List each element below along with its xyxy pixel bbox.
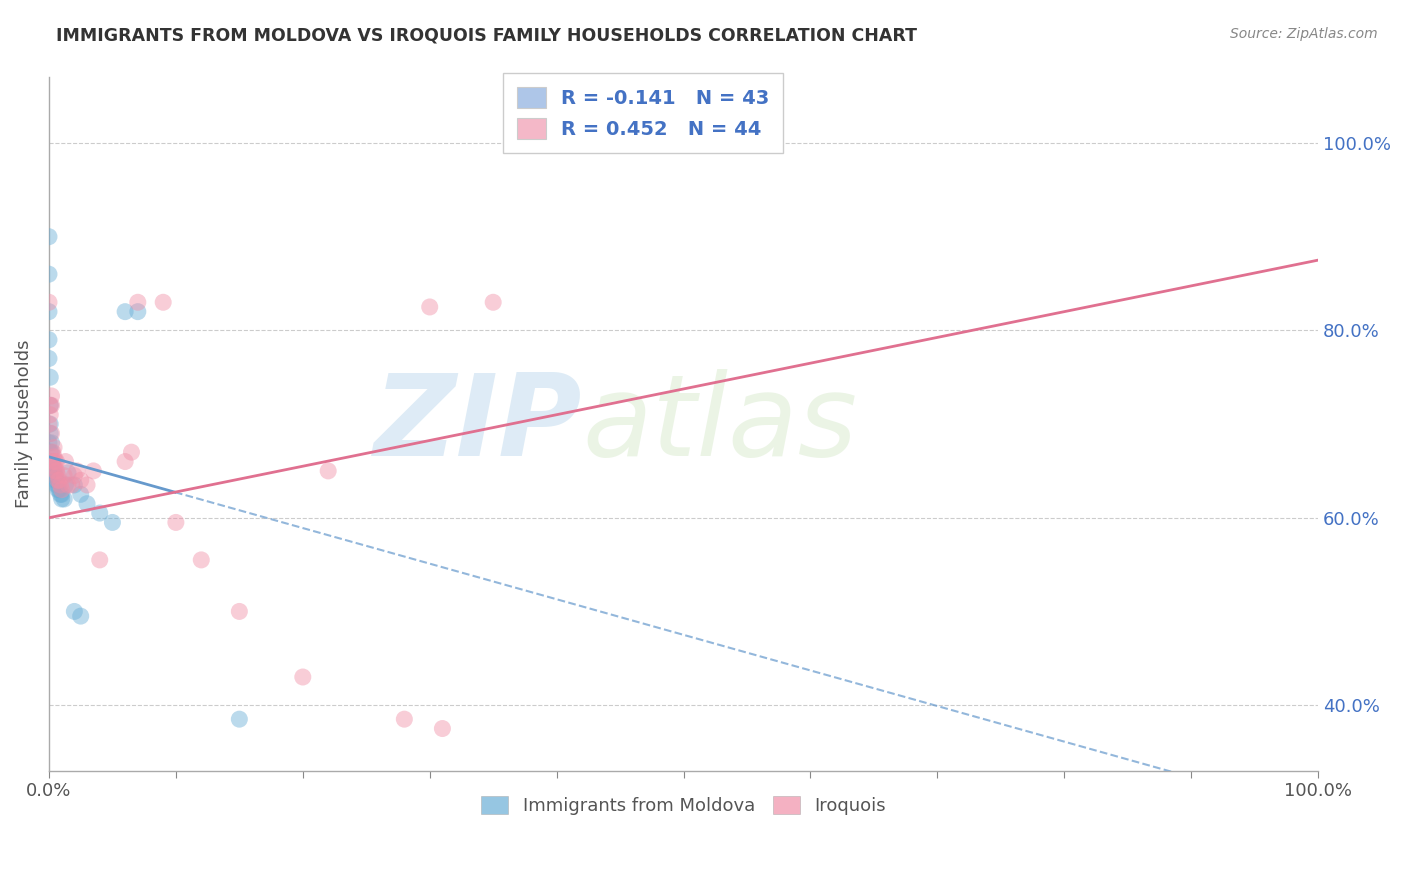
Point (45, 454, 67, 468)
Point (89, 553, 111, 567)
Point (42, 459, 65, 474)
Text: Source: ZipAtlas.com: Source: ZipAtlas.com (1230, 27, 1378, 41)
Point (56, 466, 79, 480)
Point (39, 426, 62, 441)
Legend: Immigrants from Moldova, Iroquois: Immigrants from Moldova, Iroquois (472, 787, 896, 824)
Point (46, 483, 69, 497)
Point (42, 468, 65, 483)
Point (51, 487, 73, 501)
Point (394, 712, 416, 726)
Point (419, 300, 441, 314)
Point (55, 478, 77, 492)
Point (46, 478, 69, 492)
Text: IMMIGRANTS FROM MOLDOVA VS IROQUOIS FAMILY HOUSEHOLDS CORRELATION CHART: IMMIGRANTS FROM MOLDOVA VS IROQUOIS FAMI… (56, 27, 917, 45)
Point (101, 516, 124, 530)
Point (89, 506, 111, 520)
Point (76, 478, 98, 492)
Point (60, 478, 83, 492)
Point (69, 473, 91, 487)
Point (42, 454, 65, 468)
Point (42, 445, 65, 459)
Point (44, 473, 66, 487)
Text: ZIP: ZIP (374, 368, 582, 480)
Point (39, 417, 62, 431)
Point (63, 604, 86, 618)
Point (41, 454, 63, 468)
Point (38, 229, 60, 244)
Point (48, 473, 70, 487)
Point (39, 370, 62, 384)
Point (49, 487, 72, 501)
Point (121, 445, 143, 459)
Point (53, 468, 76, 483)
Point (53, 491, 76, 506)
Point (190, 553, 212, 567)
Point (41, 445, 63, 459)
Point (48, 483, 70, 497)
Point (38, 417, 60, 431)
Text: atlas: atlas (582, 368, 858, 480)
Point (69, 487, 91, 501)
Point (38, 295, 60, 310)
Point (49, 478, 72, 492)
Point (41, 426, 63, 441)
Point (38, 333, 60, 347)
Point (39, 408, 62, 422)
Point (66, 464, 89, 478)
Point (39, 398, 62, 412)
Point (56, 478, 79, 492)
Point (38, 435, 60, 450)
Point (114, 454, 136, 468)
Point (42, 450, 65, 464)
Point (45, 478, 67, 492)
Point (42, 464, 65, 478)
Point (152, 295, 174, 310)
Y-axis label: Family Households: Family Households (15, 340, 32, 508)
Point (51, 483, 73, 497)
Point (114, 304, 136, 318)
Point (46, 473, 69, 487)
Point (42, 459, 65, 474)
Point (38, 267, 60, 281)
Point (44, 454, 66, 468)
Point (63, 478, 86, 492)
Point (55, 454, 77, 468)
Point (45, 473, 67, 487)
Point (42, 464, 65, 478)
Point (41, 435, 63, 450)
Point (44, 468, 66, 483)
Point (127, 304, 149, 318)
Point (69, 609, 91, 624)
Point (41, 464, 63, 478)
Point (316, 464, 339, 478)
Point (228, 712, 250, 726)
Point (41, 398, 63, 412)
Point (482, 295, 505, 310)
Point (42, 441, 65, 455)
Point (38, 351, 60, 366)
Point (44, 464, 66, 478)
Point (63, 468, 86, 483)
Point (42, 454, 65, 468)
Point (46, 468, 69, 483)
Point (228, 604, 250, 618)
Point (51, 491, 73, 506)
Point (76, 497, 98, 511)
Point (39, 398, 62, 412)
Point (432, 722, 454, 736)
Point (82, 464, 104, 478)
Point (165, 516, 187, 530)
Point (41, 389, 63, 403)
Point (39, 445, 62, 459)
Point (38, 304, 60, 318)
Point (291, 670, 314, 684)
Point (127, 295, 149, 310)
Point (45, 464, 67, 478)
